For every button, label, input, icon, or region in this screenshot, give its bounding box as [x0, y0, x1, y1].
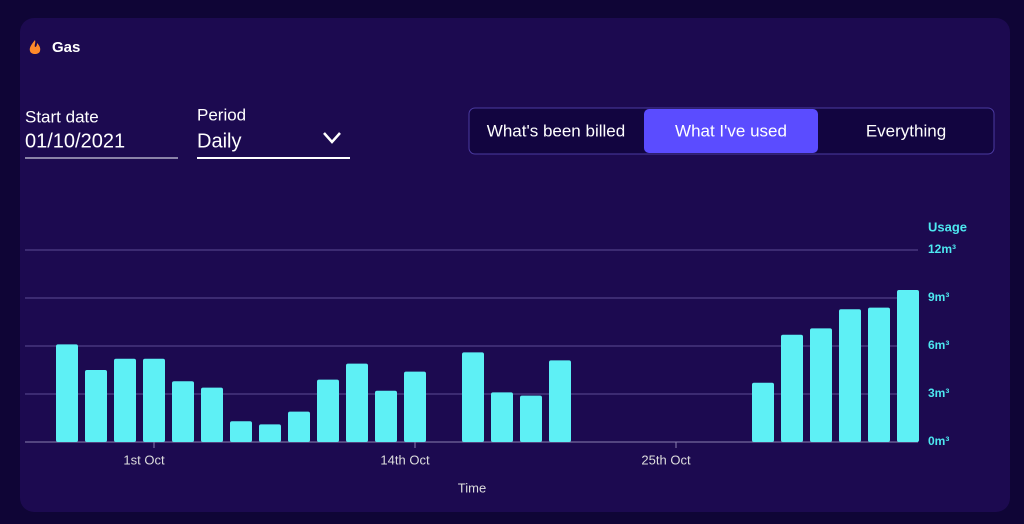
flame-icon [29, 40, 41, 54]
dropdown-chevron[interactable] [323, 132, 341, 144]
bar [317, 379, 339, 442]
bar [85, 370, 107, 442]
bar [404, 371, 426, 442]
x-tick-label: 25th Oct [641, 452, 691, 467]
bar [172, 381, 194, 442]
bar [491, 392, 513, 442]
bar [201, 387, 223, 442]
bar [897, 290, 919, 442]
bar [549, 360, 571, 442]
x-tick-label: 1st Oct [123, 452, 165, 467]
y-tick-label: 12m³ [928, 242, 956, 256]
card-title: Gas [52, 39, 80, 56]
bar [375, 390, 397, 442]
y-tick-label: 0m³ [928, 434, 949, 448]
bar [346, 363, 368, 442]
bar [230, 421, 252, 442]
toggle-option[interactable]: What I've used [675, 121, 787, 140]
y-axis-title: Usage [928, 219, 967, 234]
start-label: Start date [25, 107, 99, 126]
y-tick-label: 9m³ [928, 290, 949, 304]
bar [56, 344, 78, 442]
bar [143, 358, 165, 442]
bar [752, 382, 774, 442]
bar [259, 424, 281, 442]
card [20, 18, 1010, 512]
bar [462, 352, 484, 442]
period-value[interactable]: Daily [197, 130, 241, 152]
bar [868, 307, 890, 442]
toggle-active[interactable] [644, 109, 818, 153]
toggle-option[interactable]: What's been billed [487, 121, 625, 140]
bar [810, 328, 832, 442]
period-label: Period [197, 105, 246, 124]
bar [781, 334, 803, 442]
y-tick-label: 6m³ [928, 338, 949, 352]
bar [839, 309, 861, 442]
toggle-option[interactable]: Everything [866, 121, 946, 140]
bar [288, 411, 310, 442]
bar [114, 358, 136, 442]
x-axis-title: Time [458, 480, 486, 495]
x-tick-label: 14th Oct [380, 452, 430, 467]
bar [520, 395, 542, 442]
y-tick-label: 3m³ [928, 386, 949, 400]
start-value[interactable]: 01/10/2021 [25, 130, 125, 152]
